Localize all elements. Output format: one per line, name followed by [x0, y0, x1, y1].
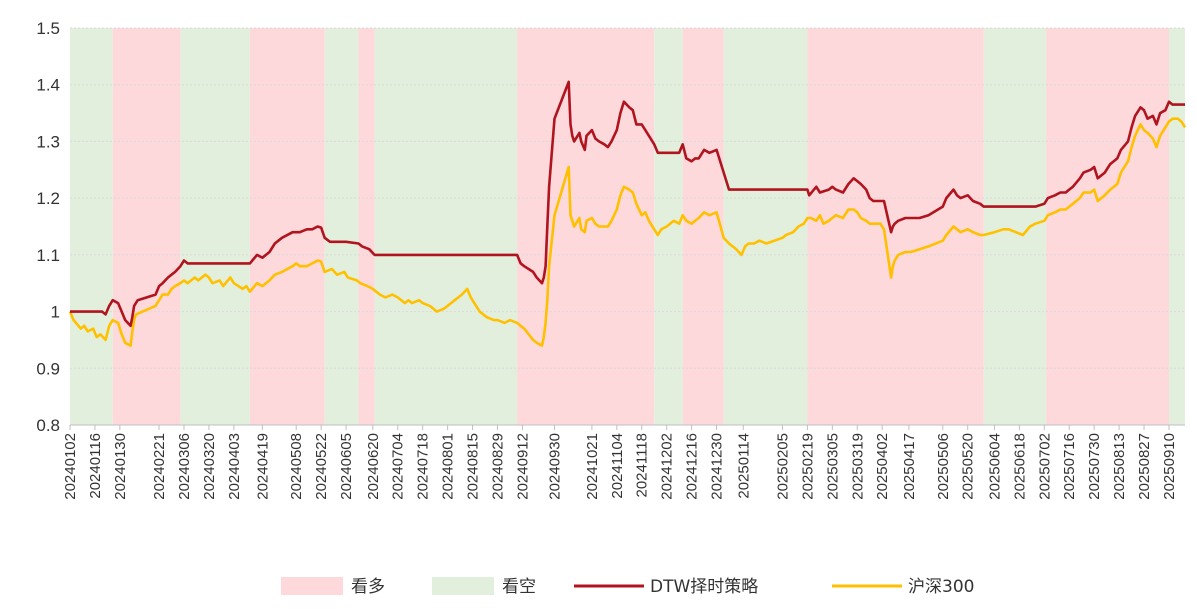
grid-lines [70, 27, 1185, 426]
x-tick-label: 20241118 [634, 433, 651, 498]
legend-swatch [432, 577, 494, 595]
bearish-band [324, 28, 359, 425]
legend-label: 沪深300 [908, 577, 974, 597]
x-tick-label: 20240221 [151, 433, 168, 500]
bearish-band [70, 28, 113, 425]
x-tick-label: 20250813 [1111, 433, 1128, 500]
legend-label: 看多 [351, 577, 385, 597]
x-tick-label: 20250417 [901, 433, 918, 500]
x-tick-label: 20250520 [960, 433, 977, 500]
x-tick-label: 20240508 [288, 433, 305, 500]
x-tick-label: 20240306 [176, 433, 193, 500]
x-tick-label: 20241021 [584, 433, 601, 500]
x-tick-label: 20241104 [609, 433, 626, 499]
y-tick-label: 0.8 [36, 416, 60, 435]
y-tick-label: 1.3 [36, 132, 60, 151]
x-tick-label: 20250702 [1036, 433, 1053, 500]
x-tick-label: 20250205 [774, 433, 791, 500]
x-tick-label: 20240116 [87, 433, 104, 499]
series-line [68, 117, 1187, 347]
y-tick-label: 1.1 [36, 246, 60, 265]
bearish-band [374, 28, 518, 425]
legend-label: DTW择时策略 [650, 577, 758, 597]
x-tick-label: 20250402 [874, 433, 891, 500]
bearish-band [983, 28, 1047, 425]
x-tick-label: 20250506 [935, 433, 952, 500]
bullish-band [112, 28, 181, 425]
x-tick-label: 20250716 [1061, 433, 1078, 500]
x-tick-label: 20240718 [415, 433, 432, 500]
y-tick-label: 1.5 [36, 19, 60, 38]
x-tick-label: 20240801 [440, 433, 457, 500]
x-tick-label: 20250319 [849, 433, 866, 500]
x-tick-label: 20250305 [824, 433, 841, 500]
bullish-band [807, 28, 984, 425]
x-tick-label: 20241230 [709, 433, 726, 500]
x-tick-label: 20250910 [1161, 433, 1178, 500]
x-tick-label: 20250114 [735, 433, 752, 499]
x-tick-label: 20240320 [201, 433, 218, 500]
y-tick-label: 0.9 [36, 359, 60, 378]
x-tick-label: 20240829 [489, 433, 506, 500]
x-tick-label: 20240930 [546, 433, 563, 500]
x-tick-label: 20240605 [338, 433, 355, 500]
x-axis: 20240102 20240116 20240130 20240221 20240306… [62, 425, 1178, 500]
x-tick-label: 20240403 [226, 433, 243, 500]
x-tick-label: 20240704 [390, 433, 407, 500]
x-tick-label: 20240620 [365, 433, 382, 500]
legend-swatch [281, 577, 343, 595]
x-tick-label: 20240815 [465, 433, 482, 500]
bullish-band [249, 28, 325, 425]
x-tick-label: 20250219 [799, 433, 816, 500]
bullish-band [1046, 28, 1169, 425]
x-tick-label: 20240912 [514, 433, 531, 500]
bullish-band [358, 28, 375, 425]
bearish-band [1168, 28, 1185, 425]
x-tick-label: 20250618 [1011, 433, 1028, 500]
x-tick-label: 20240102 [62, 433, 79, 500]
bearish-band [723, 28, 808, 425]
x-tick-label: 20250604 [986, 433, 1003, 500]
regime-bands [70, 28, 1185, 425]
y-tick-label: 1.2 [36, 189, 60, 208]
bullish-band [682, 28, 724, 425]
y-tick-label: 1 [51, 303, 60, 322]
x-tick-label: 20240130 [112, 433, 129, 500]
x-tick-label: 20241216 [684, 433, 701, 500]
y-axis: 0.8 0.9 1 1.1 1.2 1.3 1.4 1.5 [36, 19, 60, 435]
series-line [70, 80, 1185, 328]
legend: 看多 看空 DTW择时策略 沪深300 [281, 577, 974, 597]
bearish-band [180, 28, 250, 425]
y-tick-label: 1.4 [36, 76, 60, 95]
x-tick-label: 20240522 [313, 433, 330, 500]
x-tick-label: 20241202 [659, 433, 676, 500]
x-tick-label: 20250827 [1136, 433, 1153, 500]
x-tick-label: 20240419 [254, 433, 271, 500]
x-tick-label: 20250730 [1086, 433, 1103, 500]
series-lines [68, 80, 1187, 347]
legend-label: 看空 [502, 577, 536, 597]
